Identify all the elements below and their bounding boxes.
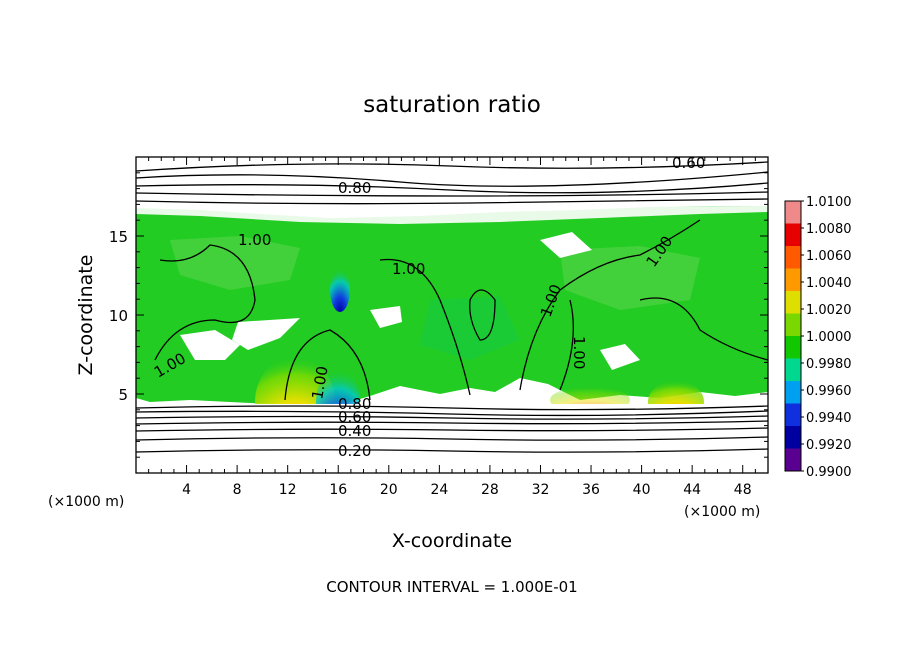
y-axis: 5 10 15 [109, 172, 768, 458]
chart-title: saturation ratio [363, 92, 541, 118]
colorbar-label: 1.0060 [806, 249, 852, 264]
contour-label: 1.00 [392, 260, 425, 278]
colorbar-swatch [785, 426, 801, 449]
contour-label: 0.40 [338, 422, 371, 440]
contour-label: 1.00 [238, 231, 271, 249]
x-tick-label: 44 [683, 482, 701, 498]
colorbar-swatch [785, 448, 801, 472]
x-unit-label-left: (×1000 m) [48, 494, 124, 510]
colorbar-label: 1.0100 [806, 195, 852, 210]
colorbar-label: 1.0000 [806, 330, 852, 345]
x-tick-label: 24 [430, 482, 448, 498]
contour-label: 1.00 [308, 365, 332, 401]
contour-label: 0.60 [672, 154, 705, 172]
colorbar-label: 1.0020 [806, 303, 852, 318]
contour-label: 0.80 [338, 179, 371, 197]
colorbar-label: 0.9900 [806, 465, 852, 480]
y-tick-label: 5 [118, 386, 128, 404]
colorbar-label: 0.9980 [806, 357, 852, 372]
colorbar-label: 0.9940 [806, 411, 852, 426]
contour-label: 0.20 [338, 442, 371, 460]
colorbar-swatch [785, 358, 801, 382]
x-tick-label: 4 [182, 482, 191, 498]
y-axis-title: Z-coordinate [75, 255, 97, 376]
colorbar-swatch [785, 403, 801, 427]
x-tick-label: 16 [329, 482, 347, 498]
colorbar-swatch [785, 201, 801, 224]
contour-label: 0.80 [338, 395, 371, 413]
colorbar-label: 1.0040 [806, 276, 852, 291]
contour-label: 1.00 [570, 336, 588, 369]
x-tick-label: 12 [279, 482, 297, 498]
colorbar-swatch [785, 291, 801, 314]
colorbar-swatch [785, 381, 801, 404]
contour-label: 0.60 [338, 408, 371, 426]
colorbar-swatch [785, 223, 801, 247]
plot-area [136, 157, 768, 473]
x-tick-label: 20 [380, 482, 398, 498]
x-axis: 4 8 12 16 20 24 28 32 36 40 44 48 [148, 157, 756, 498]
colorbar-label: 0.9960 [806, 384, 852, 399]
colorbar-label: 0.9920 [806, 438, 852, 453]
x-tick-label: 40 [633, 482, 651, 498]
x-tick-label: 48 [734, 482, 752, 498]
colorbar-swatch [785, 313, 801, 337]
colorbar-swatch [785, 268, 801, 292]
y-tick-label: 10 [109, 307, 128, 325]
colorbar: 1.0100 1.0080 1.0060 1.0040 1.0020 1.0000 0.99… [784, 195, 852, 480]
x-tick-label: 32 [532, 482, 550, 498]
x-tick-label: 28 [481, 482, 499, 498]
colorbar-swatch [785, 336, 801, 359]
colorbar-swatch [785, 246, 801, 269]
y-tick-label: 15 [109, 228, 128, 246]
x-tick-label: 8 [233, 482, 242, 498]
colorbar-label: 1.0080 [806, 222, 852, 237]
contour-interval-note: CONTOUR INTERVAL = 1.000E-01 [326, 578, 577, 596]
x-unit-label-right: (×1000 m) [684, 504, 760, 520]
x-axis-title: X-coordinate [392, 530, 512, 552]
x-tick-label: 36 [582, 482, 600, 498]
